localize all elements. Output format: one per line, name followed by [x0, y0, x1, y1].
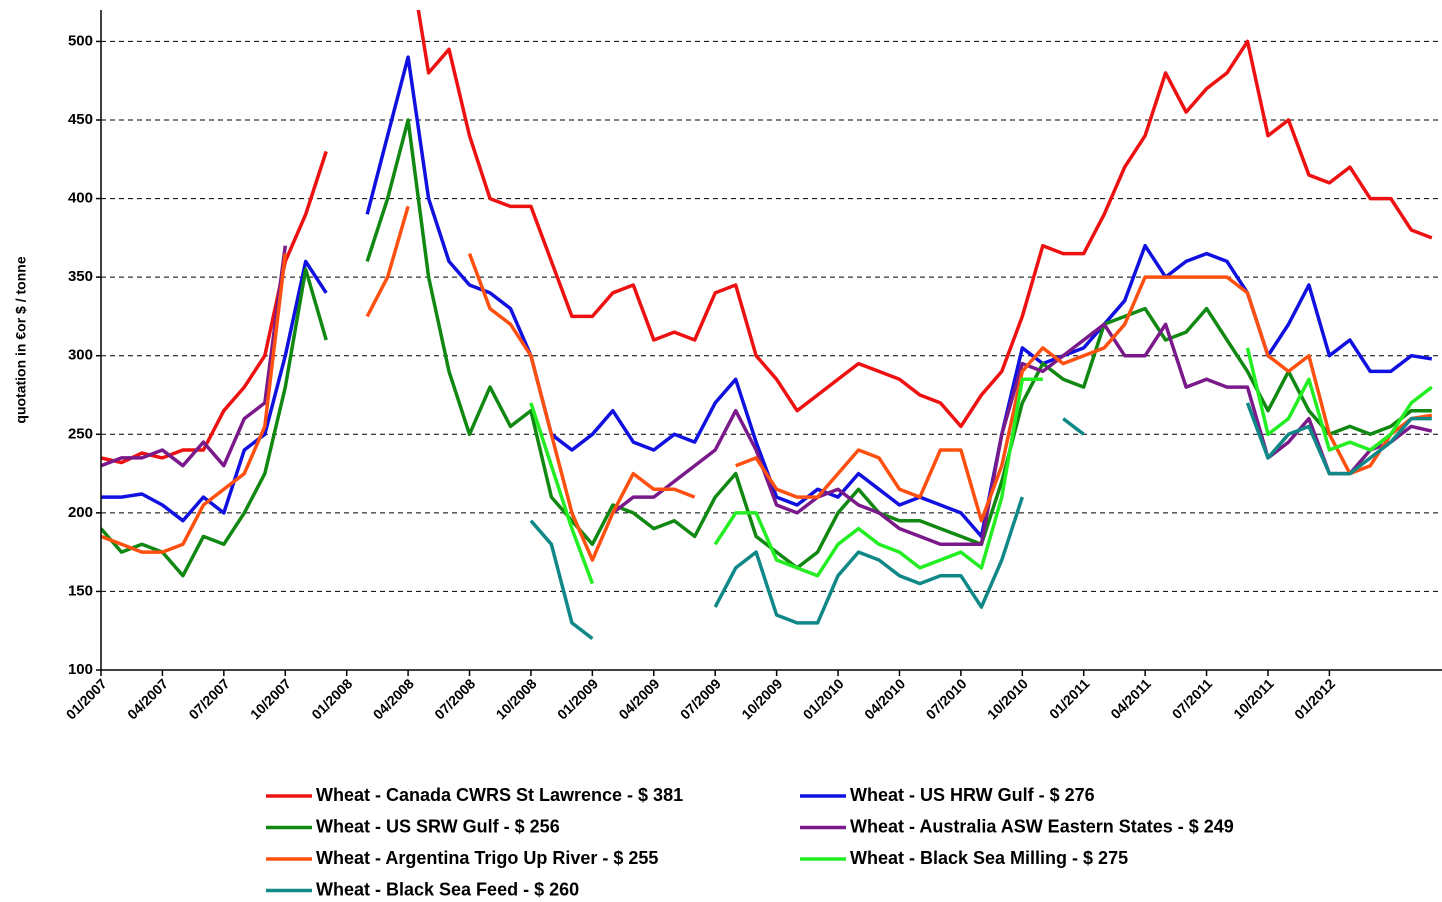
y-tick-label: 100: [68, 661, 93, 678]
series-line: [529, 402, 1432, 640]
series-line: [101, 118, 1432, 578]
x-tick-label: 07/2009: [677, 675, 724, 722]
x-tick-label: 01/2012: [1291, 675, 1338, 722]
y-tick-label: 150: [68, 582, 93, 599]
y-tick-label: 200: [68, 504, 93, 521]
series-line: [529, 347, 1433, 585]
y-tick-label: 400: [68, 190, 93, 207]
x-tick-label: 04/2011: [1107, 675, 1154, 722]
x-tick-label: 01/2008: [308, 675, 355, 722]
y-tick-label: 350: [68, 268, 93, 285]
legend-label: Wheat - Argentina Trigo Up River - $ 255: [316, 848, 658, 868]
x-tick-label: 10/2011: [1230, 675, 1277, 722]
x-tick-label: 01/2010: [800, 675, 847, 722]
x-tick-label: 04/2007: [124, 675, 171, 722]
y-tick-label: 250: [68, 425, 93, 442]
x-tick-label: 04/2010: [861, 675, 908, 722]
x-tick-label: 01/2009: [554, 675, 601, 722]
legend: Wheat - Canada CWRS St Lawrence - $ 381 W…: [266, 785, 1234, 899]
x-tick-label: 10/2008: [493, 675, 540, 722]
series-line: [101, 10, 1433, 465]
x-tick-label: 07/2010: [923, 675, 970, 722]
x-tick-label: 07/2011: [1169, 675, 1216, 722]
x-tick-label: 07/2008: [431, 675, 478, 722]
series-line: [101, 205, 1433, 562]
series-line: [101, 245, 1433, 547]
x-tick-label: 07/2007: [185, 675, 232, 722]
legend-label: Wheat - Australia ASW Eastern States - $…: [850, 816, 1234, 836]
x-tick-label: 04/2009: [615, 675, 662, 722]
x-tick-label: 10/2009: [738, 675, 785, 722]
y-tick-label: 450: [68, 111, 93, 128]
x-tick-label: 10/2007: [247, 675, 294, 722]
legend-label: Wheat - Black Sea Feed - $ 260: [316, 879, 579, 899]
x-tick-label: 04/2008: [370, 675, 417, 722]
y-tick-label: 300: [68, 347, 93, 364]
y-axis-label: quotation in €or $ / tonne: [13, 256, 29, 423]
grid: [101, 40, 1442, 592]
legend-label: Wheat - US SRW Gulf - $ 256: [316, 816, 560, 836]
legend-label: Wheat - US HRW Gulf - $ 276: [850, 785, 1095, 805]
axes: [100, 10, 1442, 671]
plot-lines: [101, 10, 1433, 640]
x-tick-label: 01/2011: [1046, 675, 1093, 722]
x-tick-label: 01/2007: [63, 675, 110, 722]
x-tick-label: 10/2010: [984, 675, 1031, 722]
legend-label: Wheat - Canada CWRS St Lawrence - $ 381: [316, 785, 683, 805]
ticks: 100 150 200 250 300 350 400 450 500 01/2007 04/200…: [63, 32, 1339, 722]
legend-label: Wheat - Black Sea Milling - $ 275: [850, 848, 1128, 868]
y-tick-label: 500: [68, 32, 93, 49]
